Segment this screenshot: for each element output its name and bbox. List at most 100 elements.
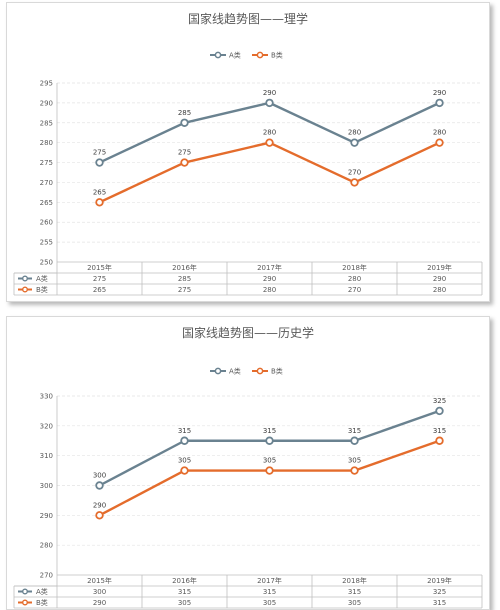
data-label: 280	[433, 129, 446, 137]
table-cell-value: 315	[178, 588, 191, 596]
data-point	[180, 466, 189, 475]
table-cell-value: 265	[93, 286, 106, 294]
y-tick-label: 290	[40, 99, 53, 107]
data-label: 270	[348, 168, 361, 176]
y-tick-label: 300	[40, 482, 53, 490]
data-label: 275	[178, 149, 191, 157]
table-cell-value: 290	[93, 599, 106, 607]
table-cell-value: 280	[263, 286, 276, 294]
table-cell-value: 280	[433, 286, 446, 294]
table-cell-value: 275	[93, 275, 106, 283]
y-tick-label: 310	[40, 452, 53, 460]
y-tick-label: 290	[40, 512, 53, 520]
data-point	[95, 511, 104, 520]
x-tick-label: 2015年	[87, 576, 112, 585]
legend-label-1: B类	[271, 367, 283, 376]
chart-title: 国家线趋势图——历史学	[182, 325, 314, 340]
y-tick-label: 285	[40, 119, 53, 127]
data-point	[350, 436, 359, 445]
x-tick-label: 2018年	[342, 576, 367, 585]
table-cell-value: 285	[178, 275, 191, 283]
data-point	[265, 436, 274, 445]
data-point	[350, 466, 359, 475]
y-tick-label: 255	[40, 239, 53, 247]
table-cell-value: 305	[348, 599, 361, 607]
legend-marker-1	[256, 51, 264, 59]
table-cell-value: 290	[433, 275, 446, 283]
data-label: 315	[348, 427, 361, 435]
table-cell-value: 315	[433, 599, 446, 607]
table-cell-value: 315	[348, 588, 361, 596]
data-point	[265, 98, 274, 108]
x-tick-label: 2017年	[257, 263, 282, 272]
table-cell-value: 305	[263, 599, 276, 607]
data-label: 265	[93, 188, 106, 196]
data-label: 290	[263, 89, 276, 97]
y-tick-label: 250	[40, 259, 53, 267]
table-cell-value: 305	[178, 599, 191, 607]
data-label: 315	[263, 427, 276, 435]
table-key-marker-1	[21, 286, 28, 293]
data-point	[350, 138, 359, 147]
data-point	[180, 158, 189, 167]
data-point	[435, 406, 444, 416]
data-label: 290	[93, 501, 106, 509]
y-tick-label: 270	[40, 179, 53, 187]
chart-svg-science: 国家线趋势图——理学 A类 B类 250 255 260 265 270 275 280 285 29…	[13, 11, 483, 296]
data-label: 305	[178, 457, 191, 465]
data-label: 285	[178, 109, 191, 117]
data-label: 305	[348, 457, 361, 465]
legend-label-0: A类	[229, 367, 241, 376]
table-cell-value: 270	[348, 286, 361, 294]
table-cell-value: 280	[348, 275, 361, 283]
data-point	[350, 178, 359, 187]
y-tick-label: 295	[40, 80, 53, 88]
x-tick-label: 2015年	[87, 263, 112, 272]
series-line-1	[98, 439, 440, 517]
legend-label-0: A类	[229, 51, 241, 60]
data-label: 280	[263, 129, 276, 137]
legend-label-1: B类	[271, 51, 283, 60]
y-tick-label: 260	[40, 219, 53, 227]
y-tick-label: 270	[40, 572, 53, 580]
data-label: 300	[93, 472, 106, 480]
x-tick-label: 2016年	[172, 263, 197, 272]
data-point	[180, 118, 189, 127]
x-tick-label: 2019年	[427, 263, 452, 272]
data-point	[95, 158, 104, 167]
table-cell-value: 290	[263, 275, 276, 283]
table-cell-value: 315	[263, 588, 276, 596]
y-tick-label: 265	[40, 199, 53, 207]
table-series-name: A类	[36, 274, 48, 283]
data-label: 305	[263, 457, 276, 465]
data-label: 315	[178, 427, 191, 435]
data-label: 280	[348, 129, 361, 137]
data-label: 325	[433, 397, 446, 405]
data-point	[95, 481, 104, 490]
legend-marker-0	[214, 367, 222, 375]
chart-svg-history: 国家线趋势图——历史学 A类 B类 270 280 290 300 310 320 330 2015…	[13, 325, 483, 609]
chart-panel-history: 国家线趋势图——历史学 A类 B类 270 280 290 300 310 320 330 2015…	[6, 316, 490, 610]
y-tick-label: 275	[40, 159, 53, 167]
table-series-name: B类	[36, 598, 48, 607]
data-point	[265, 138, 274, 147]
y-tick-label: 280	[40, 139, 53, 147]
table-series-name: B类	[36, 285, 48, 294]
chart-panel-science: 国家线趋势图——理学 A类 B类 250 255 260 265 270 275 280 285 29…	[6, 2, 490, 302]
x-tick-label: 2017年	[257, 576, 282, 585]
table-cell-value: 325	[433, 588, 446, 596]
legend-marker-0	[214, 51, 222, 59]
x-tick-label: 2019年	[427, 576, 452, 585]
data-point	[265, 466, 274, 475]
x-tick-label: 2018年	[342, 263, 367, 272]
data-label: 275	[93, 149, 106, 157]
data-label: 290	[433, 89, 446, 97]
data-point	[95, 198, 104, 207]
y-tick-label: 280	[40, 542, 53, 550]
table-key-marker-1	[21, 599, 28, 606]
data-point	[435, 436, 444, 445]
legend-marker-1	[256, 367, 264, 375]
series-line-1	[98, 141, 441, 204]
table-series-name: A类	[36, 587, 48, 596]
x-tick-label: 2016年	[172, 576, 197, 585]
